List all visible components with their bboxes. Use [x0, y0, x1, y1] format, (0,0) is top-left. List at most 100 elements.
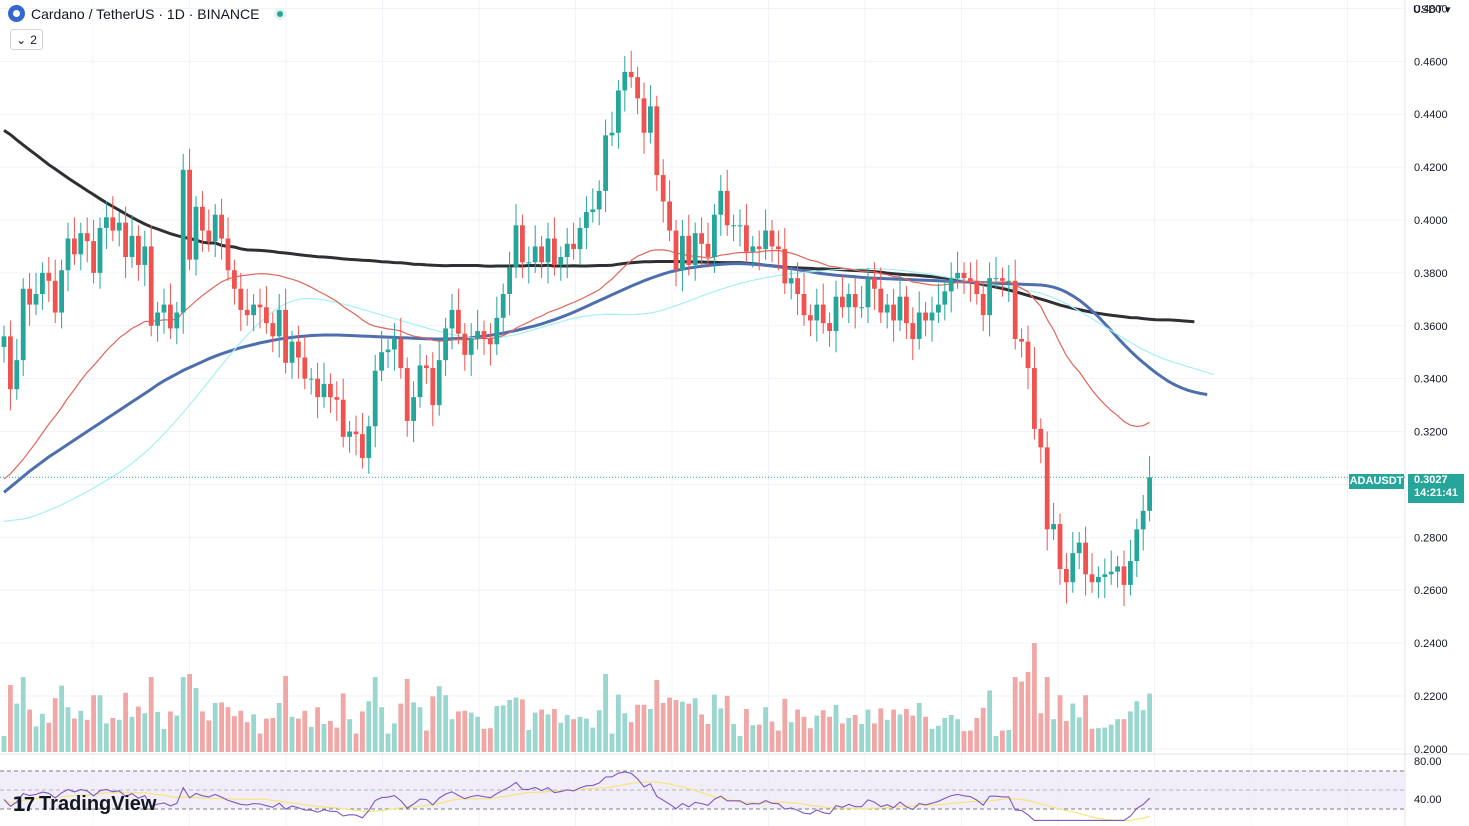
- y-tick-label: 0.3800: [1414, 268, 1448, 280]
- candle-body: [769, 230, 775, 247]
- volume-bar: [456, 711, 461, 752]
- candle-body: [507, 267, 512, 295]
- candle: [1025, 325, 1031, 390]
- candle: [891, 288, 896, 342]
- volume-bar: [641, 704, 647, 752]
- candle-body: [1140, 510, 1146, 530]
- candle-body: [904, 296, 909, 324]
- candle-body: [296, 341, 301, 358]
- candle: [776, 230, 781, 271]
- volume-bar: [827, 716, 832, 752]
- candle-body: [1019, 338, 1024, 342]
- candle-body: [449, 309, 455, 329]
- volume-bar: [219, 702, 224, 752]
- candle-body: [398, 338, 404, 369]
- volume-bar: [1044, 677, 1050, 752]
- candle-body: [91, 241, 96, 273]
- y-tick-label: 0.3200: [1414, 427, 1448, 439]
- candle: [334, 381, 340, 421]
- candle-body: [577, 227, 583, 250]
- candle-body: [1032, 368, 1037, 429]
- candle: [449, 294, 455, 350]
- candle-body: [116, 222, 122, 231]
- candle-body: [417, 365, 423, 398]
- volume-bar: [769, 721, 775, 752]
- candle: [456, 288, 461, 345]
- volume-bar: [782, 698, 788, 752]
- candle: [302, 336, 308, 390]
- candle-body: [174, 312, 180, 329]
- candle-body: [660, 175, 666, 202]
- candle: [571, 222, 576, 260]
- rsi-tick-label: 40.00: [1414, 794, 1442, 806]
- candle: [744, 204, 749, 263]
- volume-bar: [577, 716, 583, 752]
- candle: [801, 272, 807, 326]
- candle: [936, 283, 941, 324]
- candle: [1000, 267, 1005, 297]
- candle: [513, 204, 519, 279]
- volume-bar: [788, 722, 794, 752]
- candle-body: [1083, 542, 1088, 575]
- volume-bar: [724, 695, 730, 752]
- candle-body: [532, 246, 538, 263]
- moving-average-line: [3, 268, 1214, 522]
- candle: [910, 307, 916, 361]
- candle: [436, 338, 442, 416]
- candle-body: [513, 225, 519, 268]
- candle-body: [712, 214, 717, 258]
- volume-bar: [564, 715, 570, 752]
- candle-body: [705, 243, 711, 258]
- volume-bar: [398, 703, 404, 752]
- volume-bar: [974, 718, 980, 752]
- volume-bar: [980, 707, 986, 752]
- candle-body: [942, 291, 948, 305]
- y-tick-label: 0.4600: [1414, 56, 1448, 68]
- candle-body: [667, 201, 672, 231]
- volume-bar: [193, 688, 199, 752]
- volume-bar: [417, 707, 423, 752]
- volume-bar: [200, 711, 205, 752]
- candle: [756, 230, 762, 271]
- volume-bar: [923, 716, 928, 752]
- candle-body: [1076, 542, 1082, 554]
- candle: [180, 153, 186, 334]
- candle: [155, 301, 160, 342]
- volume-bar: [993, 736, 999, 752]
- volume-bar: [840, 723, 845, 752]
- candle: [59, 259, 64, 329]
- volume-bar: [14, 703, 20, 752]
- candle: [270, 312, 276, 353]
- symbol-title[interactable]: Cardano / TetherUS · 1D · BINANCE: [31, 5, 260, 22]
- candle: [20, 278, 26, 376]
- candle: [552, 217, 557, 276]
- indicators-toggle-button[interactable]: ⌄ 2: [10, 29, 43, 50]
- volume-bar: [116, 719, 122, 752]
- currency-selector[interactable]: USDT ▾: [1413, 3, 1450, 17]
- candle-body: [436, 360, 442, 406]
- volume-bar: [1019, 681, 1024, 752]
- candle: [750, 235, 756, 268]
- volume-bar: [558, 722, 564, 752]
- candle: [340, 378, 346, 448]
- candle-body: [225, 238, 231, 271]
- candle-body: [609, 132, 615, 136]
- candle-body: [193, 206, 199, 260]
- candle-body: [1006, 280, 1012, 282]
- volume-bar: [916, 703, 922, 752]
- candle-body: [315, 378, 320, 398]
- candle: [347, 420, 352, 453]
- volume-bar: [500, 705, 506, 752]
- candle-body: [334, 397, 340, 400]
- tradingview-mark-icon: 𝟭7: [12, 794, 35, 816]
- candle-body: [1134, 529, 1140, 562]
- volume-bar: [859, 724, 864, 752]
- candle: [193, 196, 199, 276]
- candle-body: [155, 312, 160, 326]
- tradingview-logo[interactable]: 𝟭7 TradingView: [12, 792, 157, 817]
- candle-body: [33, 294, 39, 305]
- candle-body: [833, 296, 839, 332]
- candle: [366, 415, 372, 474]
- volume-bar: [328, 721, 333, 752]
